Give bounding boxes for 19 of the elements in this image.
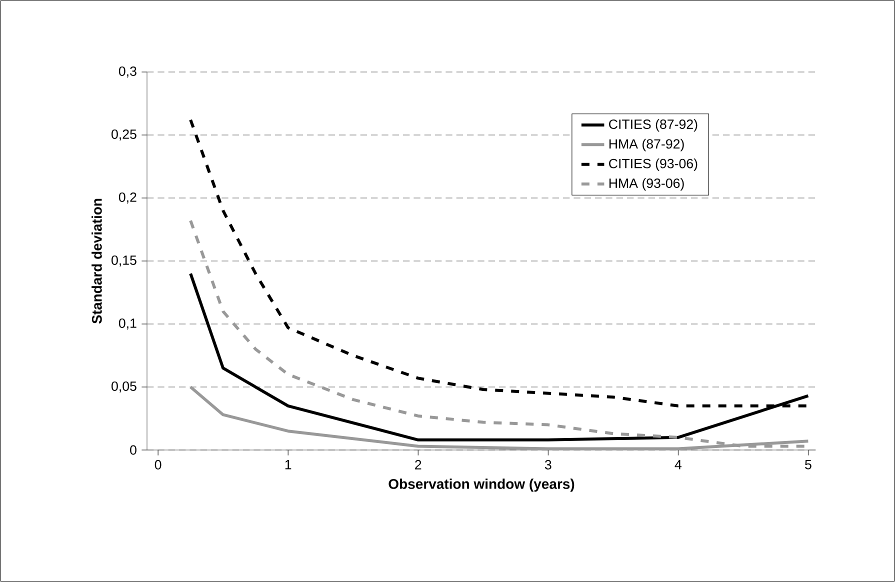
- x-tick-label: 2: [415, 460, 422, 470]
- y-tick-label: 0,2: [118, 192, 136, 204]
- x-tick-label: 3: [544, 460, 552, 470]
- x-tick-label: 5: [805, 460, 812, 470]
- y-tick-label: 0,1: [118, 318, 136, 330]
- y-tick-label: 0,3: [118, 66, 136, 78]
- y-tick-label: 0: [130, 445, 136, 455]
- legend-label: CITIES (87-92): [609, 119, 698, 132]
- y-tick-label: 0,25: [112, 129, 136, 141]
- legend-label: HMA (93-06): [609, 178, 684, 191]
- x-tick-label: 1: [285, 460, 292, 470]
- y-tick-label: 0,05: [112, 381, 136, 393]
- legend-label: CITIES (93-06): [609, 158, 698, 171]
- x-tick-label: 4: [674, 460, 682, 470]
- legend-label: HMA (87-92): [609, 138, 684, 152]
- x-axis-title: Observation window (years): [388, 478, 574, 492]
- y-axis-title: Standard deviation: [92, 198, 102, 324]
- y-tick-label: 0,15: [112, 255, 136, 267]
- x-tick-label: 0: [154, 460, 162, 470]
